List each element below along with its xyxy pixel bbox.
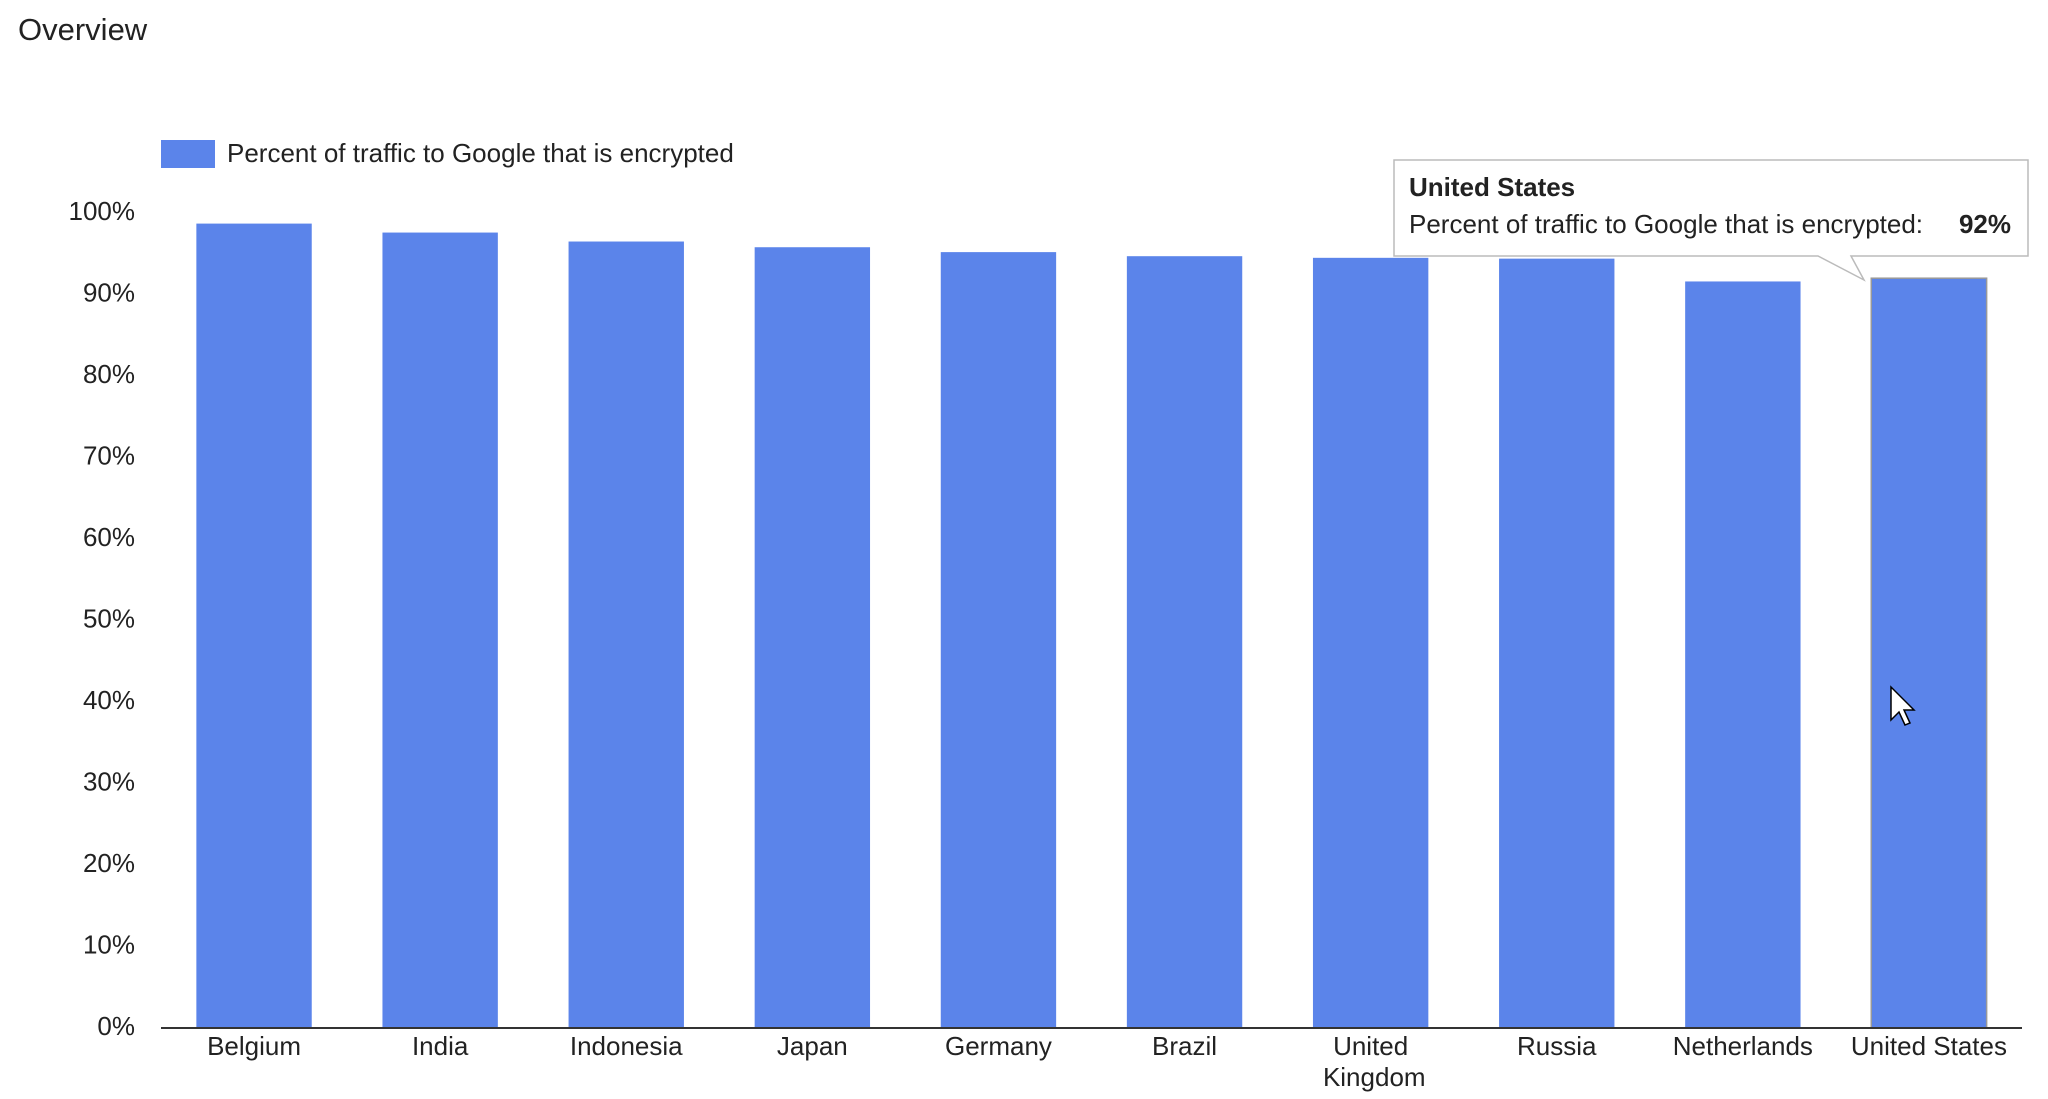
y-tick-label: 40% (83, 685, 135, 715)
x-tick-label: Belgium (207, 1031, 301, 1061)
legend-swatch (161, 140, 215, 168)
bar (1870, 277, 1988, 1029)
y-tick-label: 0% (97, 1011, 135, 1041)
x-tick-label: United Kingdom (1316, 1031, 1426, 1092)
y-tick-label: 60% (83, 522, 135, 552)
y-tick-label: 30% (83, 766, 135, 796)
tooltip-box (1393, 159, 2029, 282)
y-tick-label: 20% (83, 848, 135, 878)
x-tick-line: Kingdom (1316, 1062, 1426, 1092)
x-tick-label: Brazil (1152, 1031, 1217, 1061)
y-tick-label: 90% (83, 277, 135, 307)
bar (1312, 257, 1429, 1028)
bar (940, 252, 1057, 1028)
x-tick-label: Russia (1517, 1031, 1597, 1061)
x-tick-label: Indonesia (570, 1031, 683, 1061)
x-tick-label: India (412, 1031, 469, 1061)
tooltip-title: United States (1409, 172, 1575, 202)
tooltip-label: Percent of traffic to Google that is enc… (1409, 209, 1923, 239)
y-tick-label: 70% (83, 440, 135, 470)
y-tick-label: 80% (83, 359, 135, 389)
tooltip-value: 92% (1959, 209, 2011, 239)
bar (1685, 281, 1801, 1029)
x-tick-line: United (1333, 1031, 1408, 1061)
y-tick-label: 10% (83, 929, 135, 959)
x-tick-label: Germany (945, 1031, 1052, 1061)
legend-label: Percent of traffic to Google that is enc… (227, 138, 734, 168)
x-tick-label: Japan (777, 1031, 848, 1061)
y-tick-label: 100% (69, 196, 136, 226)
bar (568, 241, 684, 1028)
bar (754, 247, 871, 1029)
bar (382, 232, 498, 1028)
bar (196, 223, 312, 1029)
tooltip: United States Percent of traffic to Googl… (1393, 159, 2029, 282)
page-title: Overview (18, 12, 148, 47)
x-tick-label: United States (1851, 1031, 2007, 1061)
bar (1126, 256, 1243, 1028)
y-tick-label: 50% (83, 603, 135, 633)
bar (1499, 258, 1615, 1028)
x-tick-label: Netherlands (1673, 1031, 1813, 1061)
mouse-cursor (1890, 685, 1916, 726)
